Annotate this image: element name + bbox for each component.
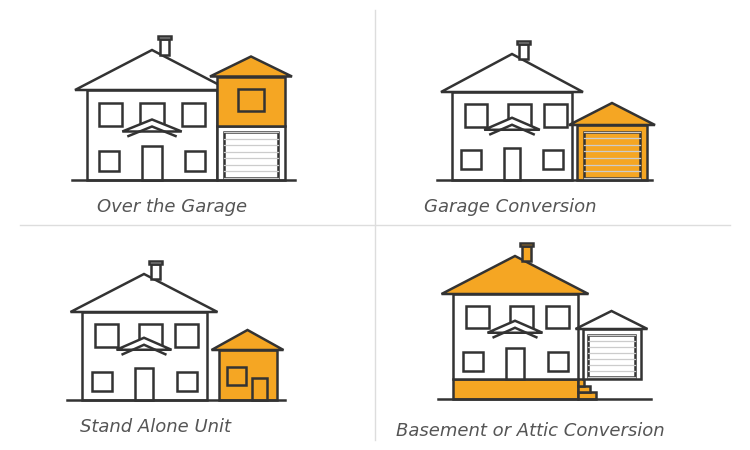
Bar [578, 386, 590, 392]
Polygon shape [569, 103, 655, 125]
Bar [463, 352, 482, 370]
Bar [95, 324, 118, 347]
Bar [87, 90, 217, 180]
Bar [151, 264, 160, 279]
Bar [158, 36, 171, 39]
Polygon shape [70, 274, 217, 312]
Polygon shape [488, 321, 542, 333]
Polygon shape [211, 330, 284, 350]
Bar [184, 151, 206, 171]
Bar [588, 335, 634, 377]
Bar [544, 104, 566, 127]
Polygon shape [575, 311, 647, 329]
Text: Basement or Attic Conversion: Basement or Attic Conversion [396, 422, 664, 440]
Bar [517, 41, 530, 44]
Bar [142, 146, 162, 180]
Bar [92, 372, 112, 391]
Bar [548, 352, 568, 370]
Polygon shape [122, 120, 182, 131]
Bar [224, 132, 278, 178]
Polygon shape [210, 57, 292, 76]
Bar [510, 306, 532, 328]
Text: Garage Conversion: Garage Conversion [424, 198, 596, 216]
Bar [503, 148, 520, 180]
Bar [577, 125, 647, 180]
Bar [546, 306, 568, 328]
Bar [508, 104, 530, 127]
Bar [218, 350, 277, 400]
Bar [176, 324, 198, 347]
Bar [140, 103, 164, 126]
Bar [217, 126, 285, 180]
Bar [452, 92, 572, 180]
Text: Stand Alone Unit: Stand Alone Unit [80, 418, 230, 436]
Polygon shape [442, 256, 589, 294]
Bar [542, 150, 563, 170]
Polygon shape [75, 50, 229, 90]
Polygon shape [116, 338, 172, 350]
Bar [584, 131, 640, 178]
Polygon shape [484, 118, 540, 130]
Bar [99, 151, 119, 171]
Polygon shape [441, 54, 583, 92]
Bar [520, 243, 533, 246]
Bar [466, 306, 489, 328]
Bar [139, 324, 161, 347]
Bar [135, 368, 153, 400]
Bar [217, 76, 285, 126]
Bar [578, 379, 584, 386]
Bar [149, 261, 162, 264]
Bar [464, 104, 488, 127]
Bar [583, 329, 640, 379]
Bar [461, 150, 482, 170]
Bar [578, 392, 596, 399]
Bar [160, 39, 169, 55]
Bar [176, 372, 197, 391]
Bar [452, 379, 578, 399]
Bar [227, 367, 246, 385]
Bar [82, 312, 206, 400]
Bar [506, 348, 524, 379]
Bar [519, 44, 528, 59]
Bar [522, 246, 531, 261]
Bar [238, 89, 264, 111]
Bar [252, 378, 267, 400]
Bar [182, 103, 206, 126]
Bar [452, 294, 578, 379]
Bar [99, 103, 122, 126]
Text: Over the Garage: Over the Garage [97, 198, 247, 216]
